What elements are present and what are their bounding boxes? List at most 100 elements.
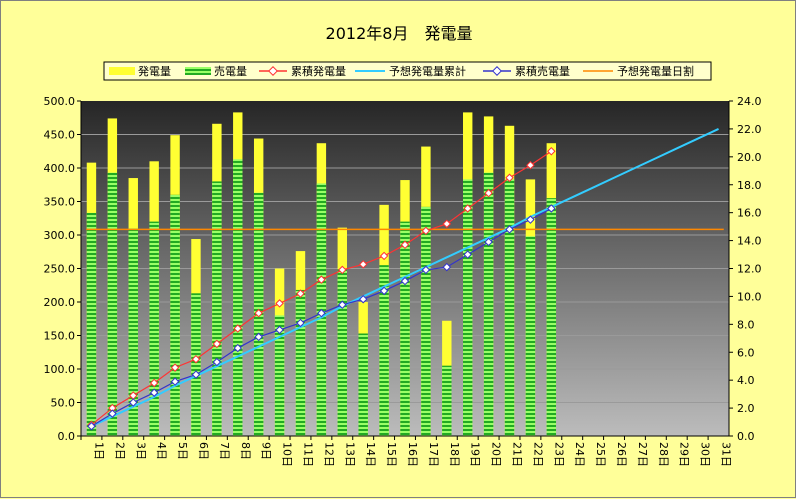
y-tick-label-left: 200.0 <box>44 296 76 309</box>
marker-cumulative-sold <box>526 215 535 224</box>
y-tick-label-left: 400.0 <box>44 162 76 175</box>
x-tick-label: 19日 <box>469 442 482 467</box>
bar-sold <box>504 179 515 436</box>
x-tick-label: 12日 <box>322 442 335 467</box>
x-tick-label: 8日 <box>239 442 252 460</box>
marker-cumulative-generation <box>358 260 368 269</box>
marker-cumulative-sold <box>191 370 201 379</box>
marker-cumulative-sold <box>212 357 222 367</box>
y-tick-label-right: 8.0 <box>737 318 755 331</box>
y-tick-label-left: 150.0 <box>44 330 76 343</box>
marker-cumulative-generation <box>463 204 472 213</box>
y-tick-label-right: 22.0 <box>737 123 762 136</box>
marker-cumulative-generation <box>379 251 389 261</box>
bar-sold <box>191 293 201 436</box>
x-tick-label: 29日 <box>678 442 691 467</box>
marker-cumulative-generation <box>191 354 201 364</box>
marker-cumulative-generation <box>547 147 556 156</box>
line-series <box>86 128 724 431</box>
marker-cumulative-generation <box>484 188 493 198</box>
marker-cumulative-generation <box>212 339 222 349</box>
bar-sold <box>170 194 180 436</box>
legend-label-cumulative-generation: 累積発電量 <box>291 64 346 78</box>
y-tick-label-right: 24.0 <box>737 95 762 108</box>
marker-cumulative-sold <box>400 276 410 286</box>
marker-cumulative-sold <box>358 294 368 304</box>
bar-sold <box>212 181 222 436</box>
y-tick-label-right: 10.0 <box>737 290 762 303</box>
legend-label-forecast-cumulative: 予想発電量累計 <box>389 64 466 78</box>
x-tick-label: 30日 <box>699 442 712 467</box>
x-tick-label: 23日 <box>552 442 565 467</box>
marker-cumulative-sold <box>254 332 263 342</box>
x-tick-label: 7日 <box>218 442 231 460</box>
marker-cumulative-generation <box>442 219 452 229</box>
marker-cumulative-sold <box>505 225 514 234</box>
y-tick-label-left: 350.0 <box>44 196 76 209</box>
x-tick-label: 26日 <box>615 442 628 467</box>
x-tick-label: 18日 <box>448 442 461 467</box>
x-tick-label: 20日 <box>490 442 503 467</box>
x-tick-label: 3日 <box>134 442 147 460</box>
marker-cumulative-generation <box>400 240 410 250</box>
bar-sold <box>128 228 138 436</box>
x-tick-label: 14日 <box>364 442 377 467</box>
legend-label-forecast-daily: 予想発電量日割 <box>617 64 694 78</box>
x-tick-label: 2日 <box>113 442 126 460</box>
marker-cumulative-generation <box>275 299 284 308</box>
x-tick-label: 25日 <box>594 442 607 467</box>
x-tick-label: 4日 <box>155 442 168 460</box>
x-tick-label: 24日 <box>573 442 586 467</box>
bar-sold <box>546 198 557 436</box>
bar-sold <box>337 269 347 436</box>
x-tick-label: 5日 <box>176 442 189 460</box>
marker-cumulative-sold <box>108 409 117 418</box>
legend-label-generation: 発電量 <box>138 64 171 78</box>
y-axis-left: 500.0 450.0 400.0 350.0 300.0 250.0 200.0 150.0… <box>44 95 82 443</box>
marker-cumulative-generation <box>233 324 243 333</box>
marker-cumulative-sold <box>170 377 180 386</box>
legend-swatch-generation <box>109 67 135 75</box>
marker-cumulative-sold <box>317 308 326 318</box>
y-tick-label-left: 250.0 <box>44 263 76 276</box>
bar-sold <box>421 206 431 436</box>
x-axis: 1日 2日 3日 4日 5日 6日 7日 8日 9日 10日 11日 12日 13日 14日 15日 16日 1… <box>80 435 733 467</box>
x-tick-label: 9日 <box>260 442 273 460</box>
marker-cumulative-generation <box>526 160 535 170</box>
x-tick-label: 17日 <box>427 442 440 467</box>
x-tick-label: 15日 <box>385 442 398 467</box>
y-tick-label-left: 500.0 <box>44 95 76 108</box>
legend-marker-cumulative-generation <box>268 66 278 76</box>
marker-cumulative-sold <box>463 250 472 259</box>
x-tick-label: 6日 <box>197 442 210 460</box>
bar-sold <box>295 289 306 436</box>
legend-label-sold: 売電量 <box>214 65 247 78</box>
marker-cumulative-generation <box>296 289 305 298</box>
x-tick-label: 1日 <box>92 442 105 460</box>
legend: 発電量 売電量 累積発電量 予想発電量累計 累積売電量 予想発電量日割 <box>103 61 712 81</box>
marker-cumulative-generation <box>421 226 431 236</box>
y-tick-label-right: 20.0 <box>737 151 762 164</box>
marker-cumulative-sold <box>379 286 389 296</box>
chart-title: 2012年8月 発電量 <box>326 24 473 43</box>
bar-sold <box>149 221 159 436</box>
y-tick-label-left: 300.0 <box>44 229 76 242</box>
bar-sold <box>274 315 285 436</box>
marker-cumulative-generation <box>129 391 138 400</box>
bar-sold <box>107 172 118 436</box>
marker-cumulative-sold <box>547 204 556 213</box>
y-tick-label-right: 14.0 <box>737 235 762 248</box>
marker-cumulative-generation <box>317 275 326 284</box>
marker-cumulative-sold <box>233 343 243 353</box>
x-tick-label: 28日 <box>657 442 670 467</box>
marker-cumulative-sold <box>421 265 431 275</box>
bar-sold <box>233 159 243 437</box>
x-tick-label: 11日 <box>301 442 314 467</box>
y-tick-label-right: 4.0 <box>737 374 755 387</box>
x-tick-label: 13日 <box>343 442 356 467</box>
marker-cumulative-sold <box>484 237 493 247</box>
x-tick-label: 27日 <box>636 442 649 467</box>
legend-label-cumulative-sold: 累積売電量 <box>515 64 570 78</box>
legend-marker-cumulative-sold <box>492 66 502 76</box>
